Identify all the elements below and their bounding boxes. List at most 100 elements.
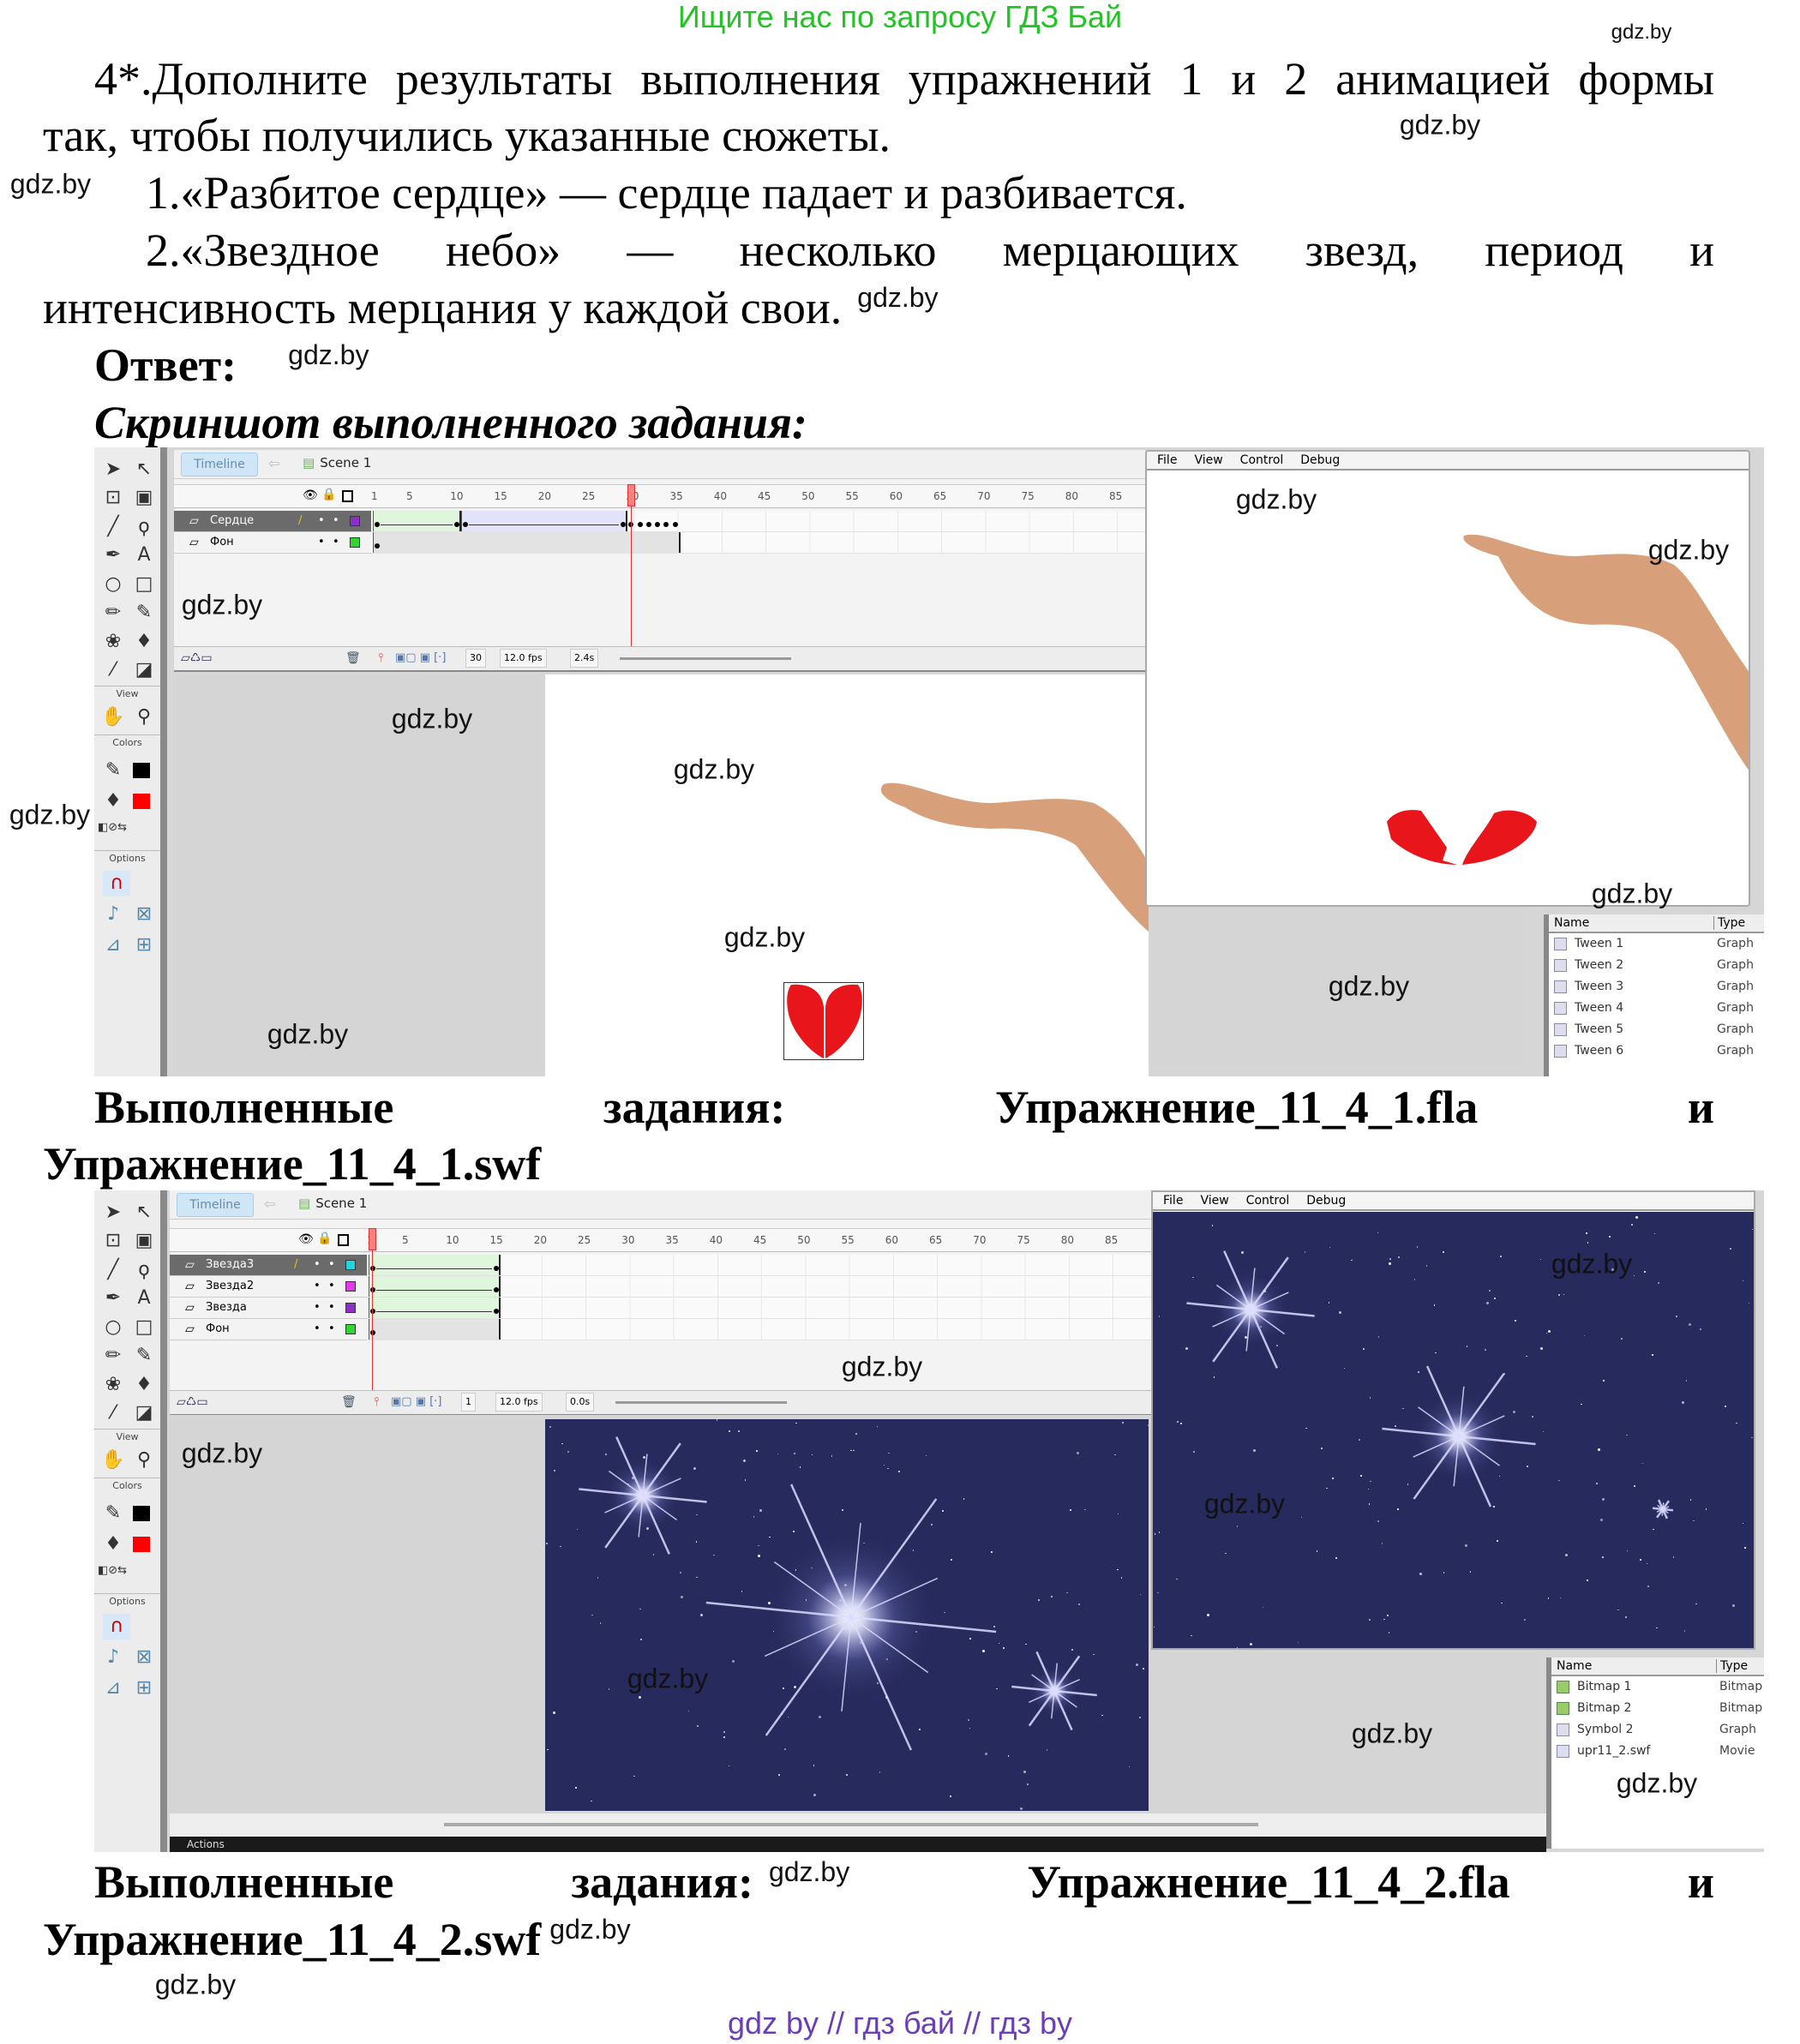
frame-ruler[interactable]: 👁🔒1510152025303540455055606570758085 — [170, 1228, 1151, 1252]
subselection-arrow-icon[interactable]: ↖ — [135, 459, 153, 480]
shape-tween-span[interactable] — [369, 1276, 501, 1297]
snap-magnet-icon[interactable]: ∩ — [103, 871, 130, 896]
straighten-icon[interactable]: ⊠ — [135, 1646, 153, 1668]
visible-dot[interactable]: • — [314, 1280, 321, 1292]
3d-rotation-icon[interactable]: ▣ — [135, 487, 153, 508]
timeline-scrollbar[interactable] — [615, 1401, 787, 1404]
pencil-icon[interactable]: ✏ — [105, 602, 122, 623]
new-layer-icon[interactable]: ▱♺▭ — [177, 1395, 208, 1409]
lock-dot[interactable]: • — [328, 1280, 335, 1292]
lock-dot[interactable]: • — [333, 536, 339, 548]
keyframe[interactable] — [672, 522, 678, 527]
playhead[interactable] — [369, 1228, 376, 1250]
heart-selection[interactable] — [783, 982, 864, 1060]
layer-row[interactable]: ▱ Сердце / • • — [174, 511, 371, 532]
keyframe[interactable] — [663, 522, 669, 527]
eraser-icon[interactable]: ◪ — [135, 659, 153, 680]
onion-skin-icons[interactable]: ▣▢ ▣ [·] — [391, 1395, 442, 1408]
hand-tool-icon[interactable]: ✋ — [101, 706, 125, 728]
menu-debug[interactable]: Debug — [1306, 1194, 1347, 1208]
shape-tween-span[interactable] — [369, 1298, 501, 1318]
subselection-arrow-icon[interactable]: ↖ — [135, 1202, 153, 1223]
motion-tween-span[interactable] — [460, 511, 628, 531]
lock-icon[interactable]: 🔒 — [321, 488, 337, 501]
selection-arrow-icon[interactable]: ➤ — [105, 1202, 122, 1223]
scroll-thumb[interactable] — [444, 1823, 1258, 1826]
deco-icon[interactable]: ❀ — [105, 631, 122, 652]
lock-icon[interactable]: 🔒 — [317, 1232, 333, 1245]
visible-dot[interactable]: • — [314, 1258, 321, 1271]
visible-dot[interactable]: • — [314, 1301, 321, 1314]
frames-row[interactable] — [371, 532, 1145, 554]
scene-breadcrumb[interactable]: ▤ Scene 1 — [298, 1196, 367, 1211]
brush-icon[interactable]: ✎ — [135, 1345, 153, 1366]
frames-row[interactable] — [371, 511, 1145, 532]
horizontal-scrollbar[interactable] — [170, 1813, 1546, 1837]
layer-row[interactable]: ▱ Звезда3 / • • — [170, 1255, 367, 1276]
type-column-header[interactable]: Type — [1713, 916, 1745, 930]
back-arrow-icon[interactable]: ⇦ — [268, 455, 280, 471]
library-item[interactable]: Bitmap 1 Bitmap — [1551, 1676, 1764, 1698]
eyedropper-icon[interactable]: ⁄ — [111, 1402, 115, 1424]
shape-tween-span[interactable] — [369, 1255, 501, 1275]
pen-icon[interactable]: ✒ — [105, 544, 122, 566]
rectangle-icon[interactable]: □ — [135, 1316, 153, 1338]
fill-color-icon[interactable]: ♦ — [105, 790, 122, 812]
pencil-icon[interactable]: ✏ — [105, 1345, 122, 1366]
rotate-icon[interactable]: ⊿ — [105, 934, 122, 956]
keyframe[interactable] — [370, 1330, 375, 1335]
brush-icon[interactable]: ✎ — [135, 602, 153, 623]
eraser-icon[interactable]: ◪ — [135, 1402, 153, 1424]
new-layer-icon[interactable]: ▱♺▭ — [181, 651, 213, 665]
snap-magnet-icon[interactable]: ∩ — [103, 1614, 130, 1639]
keyframe[interactable] — [493, 1287, 499, 1292]
lasso-icon[interactable]: ϙ — [138, 1259, 150, 1280]
deco-icon[interactable]: ❀ — [105, 1374, 122, 1395]
onion-skin-icons[interactable]: ▣▢ ▣ [·] — [395, 651, 447, 664]
swap-colors-icon[interactable]: ◧⊘⇆ — [98, 821, 128, 834]
fill-swatch[interactable] — [133, 1537, 150, 1552]
keyframe[interactable] — [453, 522, 459, 527]
eye-icon[interactable]: 👁 — [298, 1232, 314, 1246]
smooth-icon[interactable]: ♪ — [106, 903, 120, 925]
text-icon[interactable]: A — [137, 1287, 151, 1309]
rotate-icon[interactable]: ⊿ — [105, 1677, 122, 1699]
pen-icon[interactable]: ✒ — [105, 1287, 122, 1309]
library-item[interactable]: Symbol 2 Graph — [1551, 1719, 1764, 1741]
static-tween-span[interactable] — [373, 532, 681, 553]
zoom-tool-icon[interactable]: ⚲ — [136, 706, 152, 728]
library-item[interactable]: Tween 3 Graph — [1549, 976, 1764, 998]
layer-row[interactable]: ▱ Звезда2 • • — [170, 1276, 367, 1298]
keyframe[interactable] — [645, 522, 651, 527]
keyframe[interactable] — [637, 522, 643, 527]
menu-control[interactable]: Control — [1239, 453, 1284, 467]
selection-arrow-icon[interactable]: ➤ — [105, 459, 122, 480]
eyedropper-icon[interactable]: ⁄ — [111, 659, 115, 680]
outline-icon[interactable] — [338, 1234, 349, 1246]
smooth-icon[interactable]: ♪ — [106, 1646, 120, 1668]
oval-icon[interactable]: ○ — [105, 573, 122, 595]
menu-control[interactable]: Control — [1245, 1194, 1290, 1208]
name-column-header[interactable]: Name — [1557, 1659, 1593, 1673]
text-icon[interactable]: A — [137, 544, 151, 566]
menu-file[interactable]: File — [1157, 453, 1178, 467]
layer-row[interactable]: ▱ Звезда • • — [170, 1298, 367, 1319]
library-item[interactable]: Tween 1 Graph — [1549, 933, 1764, 955]
keyframe[interactable] — [375, 522, 380, 527]
hand-tool-icon[interactable]: ✋ — [101, 1449, 125, 1471]
rectangle-icon[interactable]: □ — [135, 573, 153, 595]
visible-dot[interactable]: • — [314, 1322, 321, 1335]
back-arrow-icon[interactable]: ⇦ — [264, 1196, 276, 1212]
library-item[interactable]: Tween 4 Graph — [1549, 998, 1764, 1019]
delete-layer-icon[interactable]: 🗑 — [341, 1395, 357, 1409]
scale-icon[interactable]: ⊞ — [135, 934, 153, 956]
paint-bucket-icon[interactable]: ♦ — [135, 631, 153, 652]
menu-file[interactable]: File — [1163, 1194, 1184, 1208]
scene-breadcrumb[interactable]: ▤ Scene 1 — [303, 455, 371, 471]
name-column-header[interactable]: Name — [1554, 916, 1590, 930]
playhead[interactable] — [627, 484, 636, 507]
keyframe[interactable] — [370, 1266, 375, 1271]
keyframe[interactable] — [655, 522, 660, 527]
lock-dot[interactable]: • — [328, 1258, 335, 1271]
library-item[interactable]: Bitmap 2 Bitmap — [1551, 1698, 1764, 1719]
